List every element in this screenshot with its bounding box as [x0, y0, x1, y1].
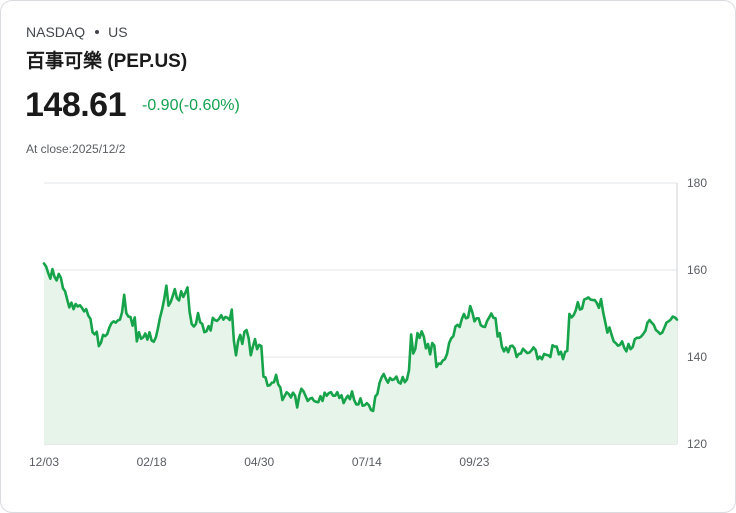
y-axis-ticks: 180 160 140 120	[687, 176, 707, 451]
x-tick-label: 12/03	[29, 455, 59, 469]
price-change: -0.90(-0.60%)	[142, 97, 240, 114]
country-code: US	[108, 24, 128, 40]
exchange-line: NASDAQ US	[26, 24, 128, 40]
y-tick-label: 180	[687, 176, 707, 190]
y-tick-label: 120	[687, 437, 707, 451]
y-tick-label: 140	[687, 350, 707, 364]
price-area-fill	[44, 263, 677, 444]
y-tick-label: 160	[687, 263, 707, 277]
x-axis-ticks: 12/03 02/18 04/30 07/14 09/23	[29, 455, 490, 469]
x-tick-label: 02/18	[137, 455, 167, 469]
separator-dot-icon	[95, 29, 100, 34]
chart-area	[44, 263, 677, 444]
exchange-name: NASDAQ	[26, 24, 86, 40]
x-tick-label: 09/23	[459, 455, 489, 469]
stock-title: 百事可樂 (PEP.US)	[26, 51, 188, 72]
x-tick-label: 07/14	[352, 455, 382, 469]
x-tick-label: 04/30	[244, 455, 274, 469]
close-date: At close:2025/12/2	[26, 142, 126, 156]
chart-line-layer	[42, 262, 679, 413]
current-price: 148.61	[25, 86, 127, 124]
price-line	[42, 262, 679, 413]
